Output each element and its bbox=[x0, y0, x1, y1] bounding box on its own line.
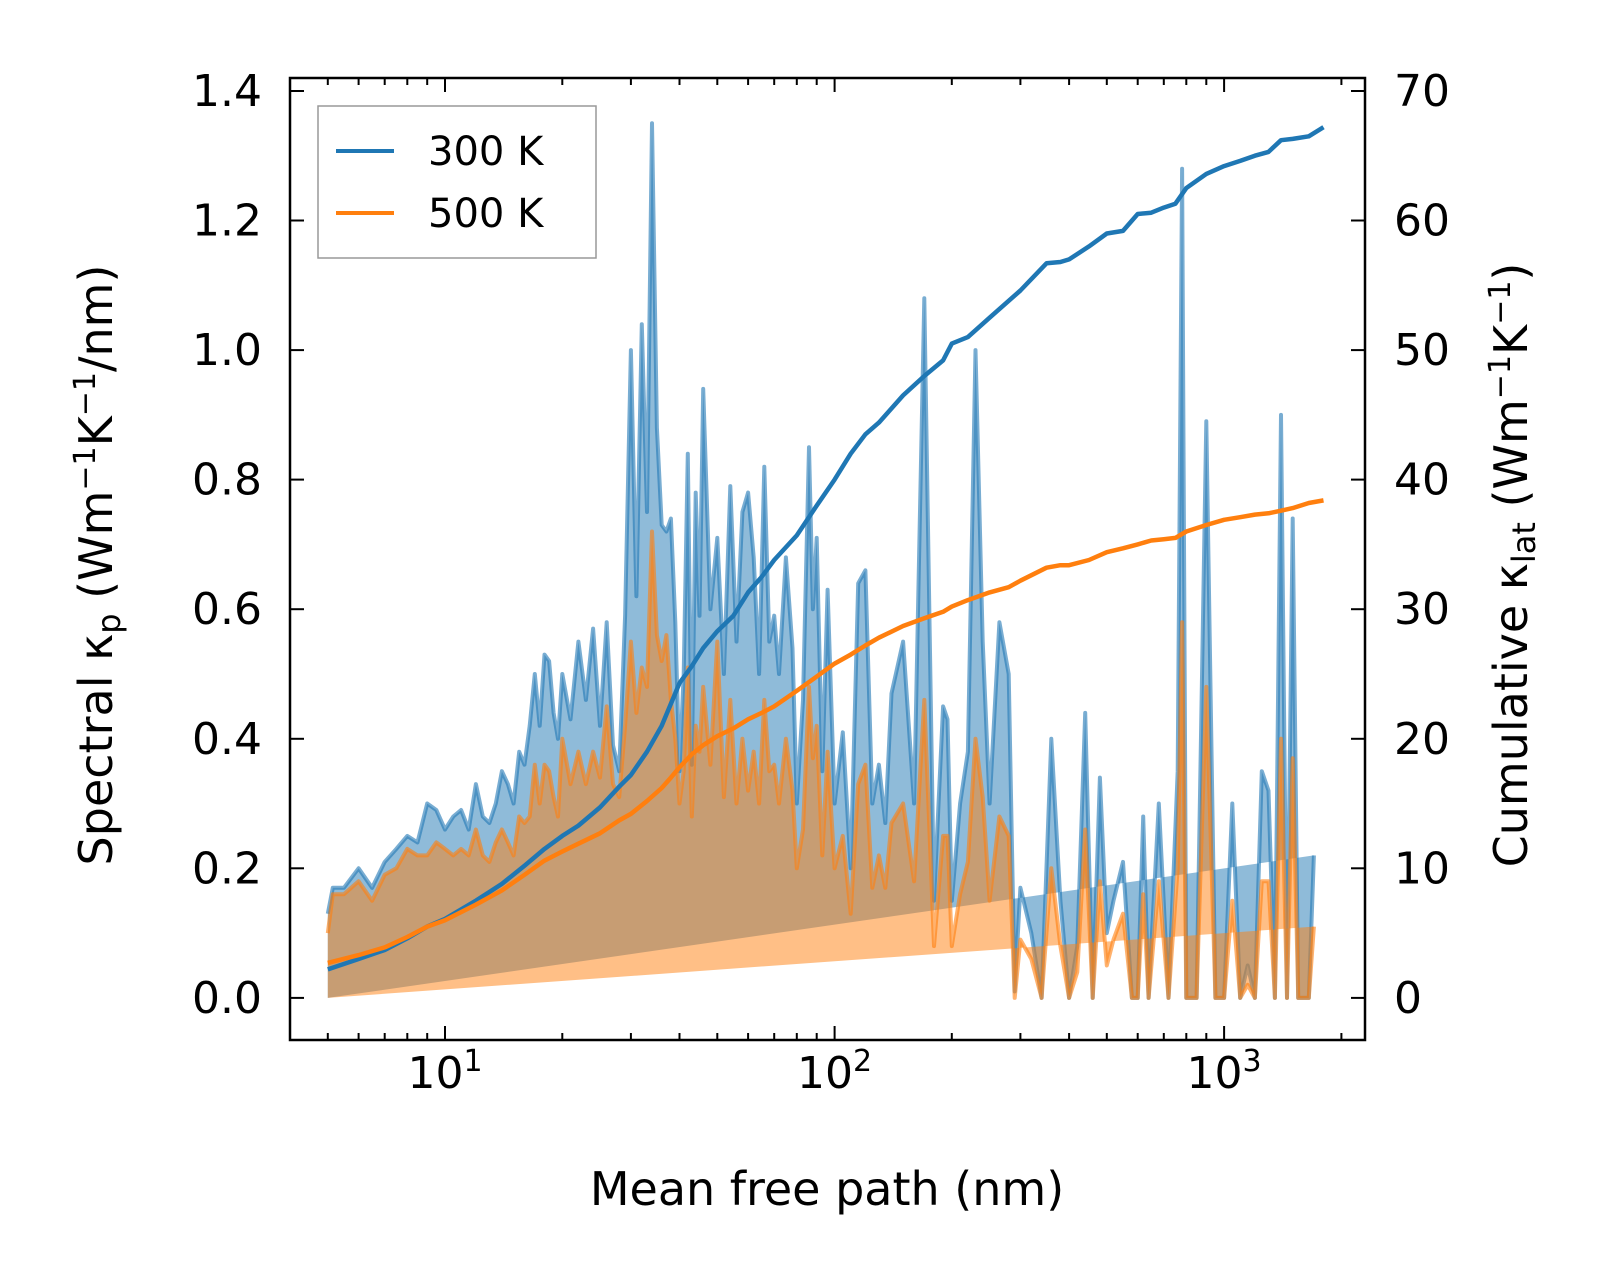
y-left-title-exp2: −1 bbox=[68, 372, 103, 416]
y-left-tick-label-2: 0.4 bbox=[192, 714, 262, 765]
y-right-tick-label-7: 70 bbox=[1394, 66, 1450, 117]
y-right-tick-label-3: 30 bbox=[1394, 584, 1450, 635]
y-left-title-unit-suffix: /nm) bbox=[69, 265, 123, 372]
y-right-tick-label-0: 0 bbox=[1394, 973, 1422, 1024]
y-left-title-unit-prefix: (Wm bbox=[69, 491, 123, 614]
y-left-tick-label-1: 0.2 bbox=[192, 843, 262, 894]
cumulative-line-0 bbox=[327, 125, 1325, 972]
y-left-tick-label-4: 0.8 bbox=[192, 455, 262, 506]
y-left-tick-label-7: 1.4 bbox=[192, 66, 262, 117]
y-right-tick-labels: 0 10 20 30 40 50 60 70 bbox=[1394, 66, 1450, 1024]
x-axis-title: Mean free path (nm) bbox=[590, 1162, 1064, 1216]
y-left-axis-title: Spectral κp (Wm−1K−1/nm) bbox=[68, 265, 129, 866]
y-left-title-exp1: −1 bbox=[68, 446, 103, 490]
spectral-line-1 bbox=[325, 529, 1316, 1000]
y-left-title-sub: p bbox=[90, 613, 128, 633]
y-right-tick-label-1: 10 bbox=[1394, 843, 1450, 894]
x-tick-label-0: 101 bbox=[407, 1044, 482, 1100]
y-right-title-unit-suffix: ) bbox=[1484, 263, 1538, 281]
y-left-tick-label-5: 1.0 bbox=[192, 325, 262, 376]
y-right-tick-label-2: 20 bbox=[1394, 714, 1450, 765]
y-right-tick-label-4: 40 bbox=[1394, 455, 1450, 506]
cumulative-line-1 bbox=[327, 498, 1324, 966]
legend: 300 K 500 K bbox=[317, 105, 597, 259]
y-right-tick-label-6: 60 bbox=[1394, 196, 1450, 247]
spectral-fill-1 bbox=[327, 531, 1314, 998]
y-left-tick-labels: 0.0 0.2 0.4 0.6 0.8 1.0 1.2 1.4 bbox=[192, 66, 262, 1024]
y-right-title-main: Cumulative κ bbox=[1484, 563, 1538, 867]
y-right-title-sub: lat bbox=[1505, 522, 1543, 563]
y-left-tick-label-0: 0.0 bbox=[192, 973, 262, 1024]
legend-label-500k: 500 K bbox=[428, 191, 545, 237]
plot-frame bbox=[288, 76, 1367, 1042]
spectral-layer bbox=[325, 121, 1316, 1000]
legend-box bbox=[317, 105, 597, 259]
y-right-title-exp2: −1 bbox=[1483, 281, 1518, 325]
x-tick-label-2: 103 bbox=[1187, 1044, 1262, 1100]
legend-label-300k: 300 K bbox=[428, 129, 545, 175]
tick-layer bbox=[289, 78, 1365, 1040]
x-tick-labels: 101 102 103 bbox=[407, 1044, 1261, 1100]
y-right-axis-title: Cumulative κlat (Wm−1K−1) bbox=[1483, 263, 1544, 868]
y-right-title-unit-prefix: (Wm bbox=[1484, 399, 1538, 522]
spectral-line-0 bbox=[325, 121, 1316, 1000]
x-tick-label-1: 102 bbox=[797, 1044, 872, 1100]
y-left-title-main: Spectral κ bbox=[69, 634, 123, 866]
cumulative-layer bbox=[327, 125, 1325, 972]
y-left-tick-label-3: 0.6 bbox=[192, 584, 262, 635]
y-right-tick-label-5: 50 bbox=[1394, 325, 1450, 376]
y-right-title-unit-mid: K bbox=[1484, 323, 1538, 355]
y-left-title-unit-mid: K bbox=[69, 414, 123, 446]
y-left-tick-label-6: 1.2 bbox=[192, 196, 262, 247]
y-right-title-exp1: −1 bbox=[1483, 355, 1518, 399]
